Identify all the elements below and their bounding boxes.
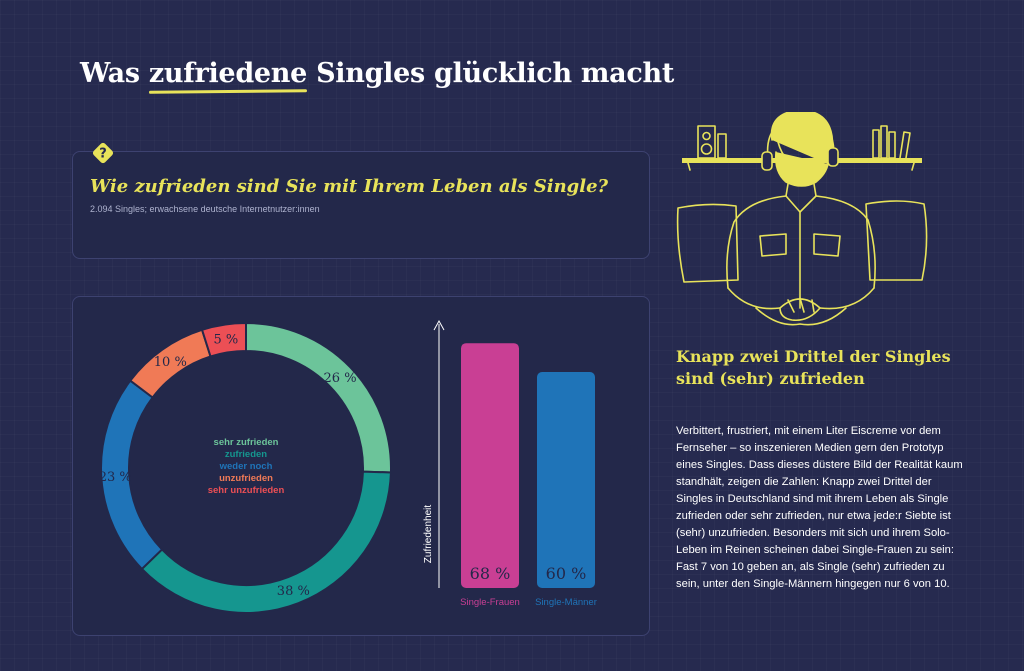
legend-item-sehr-unzufrieden: sehr unzufrieden	[207, 485, 285, 496]
article-body: Verbittert, frustriert, mit einem Liter …	[676, 425, 963, 590]
legend-item-unzufrieden: unzufrieden	[219, 473, 273, 484]
question-badge-text: ?	[99, 147, 107, 162]
donut-label-sehr-zufrieden: 26 %	[324, 371, 357, 386]
bar-single-frauen	[461, 343, 519, 588]
donut-label-unzufrieden: 10 %	[154, 355, 187, 370]
title-highlight: zufriedene	[148, 58, 307, 89]
donut-label-zufrieden: 38 %	[277, 584, 310, 599]
donut-chart: 26 % 38 % 23 % 10 % 5 %	[99, 321, 392, 614]
donut-legend: sehr zufrieden zufrieden weder noch unzufri…	[176, 437, 316, 497]
legend-item-sehr-zufrieden: sehr zufrieden	[213, 437, 279, 448]
bar-value-single-maenner: 60 %	[546, 564, 587, 583]
legend-item-zufrieden: zufrieden	[224, 449, 268, 460]
question-badge-icon: ?	[92, 142, 114, 164]
legend-item-weder-noch: weder noch	[219, 461, 273, 472]
question-text: Wie zufrieden sind Sie mit Ihrem Leben a…	[90, 176, 609, 197]
single-man-illustration-icon	[676, 112, 928, 326]
donut-label-sehr-unzufrieden: 5 %	[214, 333, 239, 348]
title-post: Singles glücklich macht	[306, 58, 674, 89]
question-card: ? Wie zufrieden sind Sie mit Ihrem Leben…	[72, 142, 650, 259]
bar-single-maenner	[537, 372, 595, 588]
page-title: Was zufriedene Singles glücklich macht	[80, 58, 674, 89]
bar-chart: Zufriedenheit 68 % Single-Frauen 60 % Single…	[423, 319, 597, 608]
bar-category-single-frauen: Single-Frauen	[460, 597, 520, 608]
article-heading: Knapp zwei Drittel der Singles sind (seh…	[676, 347, 951, 388]
y-axis-label: Zufriedenheit	[423, 505, 434, 564]
sample-note: 2.094 Singles; erwachsene deutsche Inter…	[90, 204, 320, 214]
bar-value-single-frauen: 68 %	[470, 564, 511, 583]
donut-label-weder-noch: 23 %	[99, 470, 132, 485]
y-axis-arrow-icon	[433, 319, 445, 331]
title-pre: Was	[80, 58, 149, 89]
donut-segment-sehr-unzufrieden	[200, 321, 247, 358]
bar-category-single-maenner: Single-Männer	[535, 597, 597, 608]
